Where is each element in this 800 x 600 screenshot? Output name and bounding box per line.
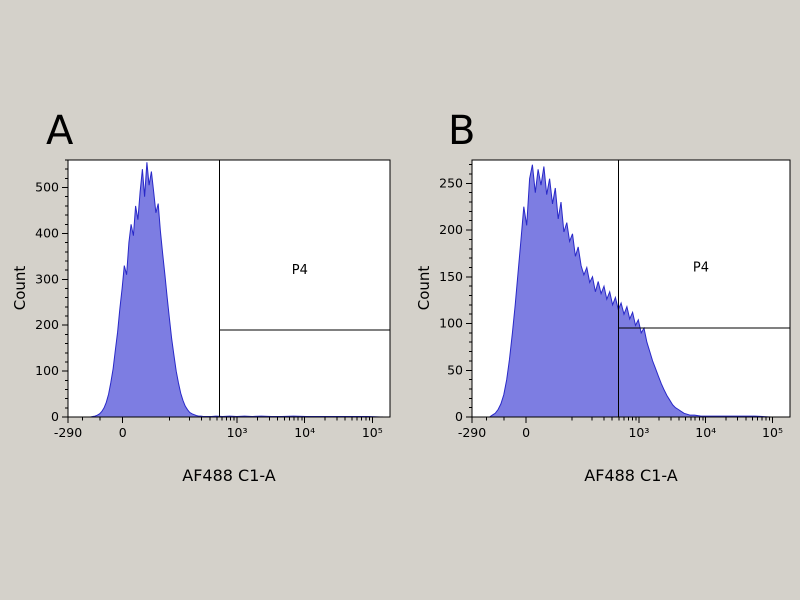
panel-b-x-axis-label: AF488 C1-A — [584, 466, 678, 485]
histogram-B — [488, 164, 771, 417]
y-tick-label: 0 — [51, 409, 59, 424]
y-tick-label: 0 — [455, 409, 463, 424]
panel-b-letter: B — [448, 108, 476, 154]
y-tick-label: 400 — [35, 225, 59, 240]
y-tick-label: 500 — [35, 180, 59, 195]
panel-b-y-axis-label: Count — [415, 265, 433, 311]
y-tick-label: 100 — [439, 316, 463, 331]
x-tick-label: 10⁴ — [294, 425, 315, 440]
x-tick-label: 10³ — [628, 425, 649, 440]
y-tick-label: 50 — [447, 362, 463, 377]
y-tick-label: 150 — [439, 269, 463, 284]
panel-a-x-axis-label: AF488 C1-A — [182, 466, 276, 485]
x-tick-label: -290 — [54, 425, 82, 440]
y-tick-label: 250 — [439, 175, 463, 190]
histogram-A — [90, 162, 384, 417]
plot-border — [471, 159, 791, 418]
y-tick-label: 100 — [35, 363, 59, 378]
y-tick-label: 200 — [439, 222, 463, 237]
x-tick-label: 10⁵ — [362, 425, 383, 440]
x-tick-label: 10⁴ — [695, 425, 716, 440]
x-tick-label: 0 — [119, 425, 127, 440]
panel-a-letter: A — [46, 108, 74, 154]
x-tick-label: -290 — [458, 425, 486, 440]
x-tick-label: 10⁵ — [762, 425, 783, 440]
y-tick-label: 200 — [35, 317, 59, 332]
x-tick-label: 10³ — [227, 425, 248, 440]
y-tick-label: 300 — [35, 271, 59, 286]
gate-label: P4 — [292, 263, 308, 278]
x-tick-label: 0 — [522, 425, 530, 440]
gate-label: P4 — [693, 260, 709, 275]
panel-a-y-axis-label: Count — [11, 265, 29, 311]
